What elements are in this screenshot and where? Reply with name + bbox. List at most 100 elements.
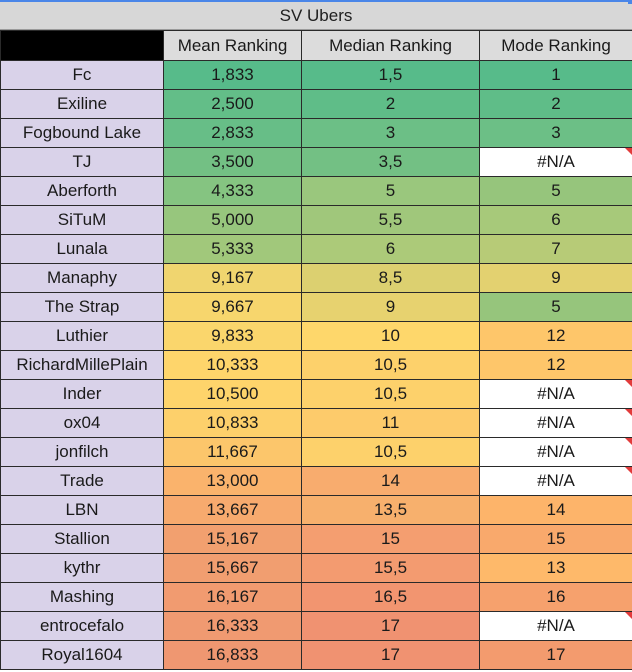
median-ranking-cell[interactable]: 11 [301,408,480,438]
mean-ranking-cell[interactable]: 1,833 [163,60,302,90]
mean-ranking-cell[interactable]: 16,167 [163,582,302,612]
mode-ranking-cell[interactable]: #N/A [479,147,632,177]
median-value: 17 [381,645,400,664]
median-ranking-cell[interactable]: 5,5 [301,205,480,235]
player-name-cell[interactable]: The Strap [0,292,164,322]
mode-ranking-cell[interactable]: 14 [479,495,632,525]
player-name-cell[interactable]: Manaphy [0,263,164,293]
player-name-cell[interactable]: Inder [0,379,164,409]
mode-ranking-cell[interactable]: 16 [479,582,632,612]
median-ranking-cell[interactable]: 17 [301,640,480,670]
comment-indicator-icon[interactable] [625,380,632,387]
player-name-cell[interactable]: Mashing [0,582,164,612]
player-name-cell[interactable]: jonfilch [0,437,164,467]
median-ranking-cell[interactable]: 15,5 [301,553,480,583]
median-ranking-cell[interactable]: 13,5 [301,495,480,525]
mode-ranking-cell[interactable]: 17 [479,640,632,670]
mean-ranking-cell[interactable]: 9,167 [163,263,302,293]
median-ranking-cell[interactable]: 10,5 [301,350,480,380]
median-ranking-cell[interactable]: 5 [301,176,480,206]
mean-ranking-cell[interactable]: 9,667 [163,292,302,322]
median-ranking-cell[interactable]: 15 [301,524,480,554]
mode-ranking-cell[interactable]: 9 [479,263,632,293]
player-name-cell[interactable]: Fogbound Lake [0,118,164,148]
median-ranking-cell[interactable]: 10,5 [301,437,480,467]
median-ranking-cell[interactable]: 14 [301,466,480,496]
median-ranking-cell[interactable]: 17 [301,611,480,641]
mode-ranking-cell[interactable]: 5 [479,292,632,322]
mode-ranking-cell[interactable]: 2 [479,89,632,119]
comment-indicator-icon[interactable] [625,148,632,155]
mean-ranking-cell[interactable]: 10,333 [163,350,302,380]
mode-ranking-cell[interactable]: 12 [479,350,632,380]
player-name-cell[interactable]: LBN [0,495,164,525]
player-name-cell[interactable]: Lunala [0,234,164,264]
player-name-cell[interactable]: Luthier [0,321,164,351]
mean-value: 15,667 [206,558,259,577]
median-ranking-cell[interactable]: 10 [301,321,480,351]
mode-ranking-cell[interactable]: 15 [479,524,632,554]
median-ranking-cell[interactable]: 2 [301,89,480,119]
mean-ranking-cell[interactable]: 10,833 [163,408,302,438]
mode-ranking-cell[interactable]: #N/A [479,437,632,467]
mean-ranking-cell[interactable]: 2,833 [163,118,302,148]
mode-ranking-cell[interactable]: 13 [479,553,632,583]
mean-ranking-cell[interactable]: 5,000 [163,205,302,235]
table-row: kythr 15,667 15,5 13 [0,553,632,583]
median-ranking-cell[interactable]: 1,5 [301,60,480,90]
mean-ranking-cell[interactable]: 5,333 [163,234,302,264]
mean-ranking-cell[interactable]: 15,667 [163,553,302,583]
mode-ranking-cell[interactable]: 1 [479,60,632,90]
mode-ranking-cell[interactable]: 6 [479,205,632,235]
header-cell-mean[interactable]: Mean Ranking [163,30,302,61]
mode-ranking-cell[interactable]: #N/A [479,408,632,438]
mean-value: 9,833 [211,326,254,345]
mode-ranking-cell[interactable]: #N/A [479,466,632,496]
mean-ranking-cell[interactable]: 4,333 [163,176,302,206]
player-name-cell[interactable]: Aberforth [0,176,164,206]
selection-handle[interactable] [628,0,632,4]
median-ranking-cell[interactable]: 3 [301,118,480,148]
median-ranking-cell[interactable]: 6 [301,234,480,264]
mean-ranking-cell[interactable]: 3,500 [163,147,302,177]
mode-ranking-cell[interactable]: 7 [479,234,632,264]
comment-indicator-icon[interactable] [625,438,632,445]
mean-ranking-cell[interactable]: 16,333 [163,611,302,641]
player-name-cell[interactable]: RichardMillePlain [0,350,164,380]
comment-indicator-icon[interactable] [625,467,632,474]
mean-ranking-cell[interactable]: 13,000 [163,466,302,496]
player-name-cell[interactable]: ox04 [0,408,164,438]
mean-ranking-cell[interactable]: 9,833 [163,321,302,351]
header-cell-mode[interactable]: Mode Ranking [479,30,632,61]
mode-ranking-cell[interactable]: #N/A [479,379,632,409]
median-ranking-cell[interactable]: 8,5 [301,263,480,293]
mean-ranking-cell[interactable]: 11,667 [163,437,302,467]
mean-ranking-cell[interactable]: 10,500 [163,379,302,409]
sheet-title-cell[interactable]: SV Ubers [0,0,632,30]
median-ranking-cell[interactable]: 10,5 [301,379,480,409]
median-ranking-cell[interactable]: 3,5 [301,147,480,177]
player-name-cell[interactable]: Royal1604 [0,640,164,670]
median-ranking-cell[interactable]: 9 [301,292,480,322]
mean-ranking-cell[interactable]: 2,500 [163,89,302,119]
comment-indicator-icon[interactable] [625,409,632,416]
median-ranking-cell[interactable]: 16,5 [301,582,480,612]
player-name-cell[interactable]: SiTuM [0,205,164,235]
mean-ranking-cell[interactable]: 16,833 [163,640,302,670]
player-name-cell[interactable]: kythr [0,553,164,583]
mean-ranking-cell[interactable]: 15,167 [163,524,302,554]
mode-ranking-cell[interactable]: #N/A [479,611,632,641]
mode-ranking-cell[interactable]: 3 [479,118,632,148]
player-name-cell[interactable]: Stallion [0,524,164,554]
header-cell-median[interactable]: Median Ranking [301,30,480,61]
player-name-cell[interactable]: Fc [0,60,164,90]
player-name-cell[interactable]: Exiline [0,89,164,119]
mode-ranking-cell[interactable]: 5 [479,176,632,206]
comment-indicator-icon[interactable] [625,612,632,619]
player-name-cell[interactable]: entrocefalo [0,611,164,641]
header-cell-corner[interactable] [0,30,164,61]
player-name-cell[interactable]: TJ [0,147,164,177]
mode-ranking-cell[interactable]: 12 [479,321,632,351]
mean-ranking-cell[interactable]: 13,667 [163,495,302,525]
player-name-cell[interactable]: Trade [0,466,164,496]
